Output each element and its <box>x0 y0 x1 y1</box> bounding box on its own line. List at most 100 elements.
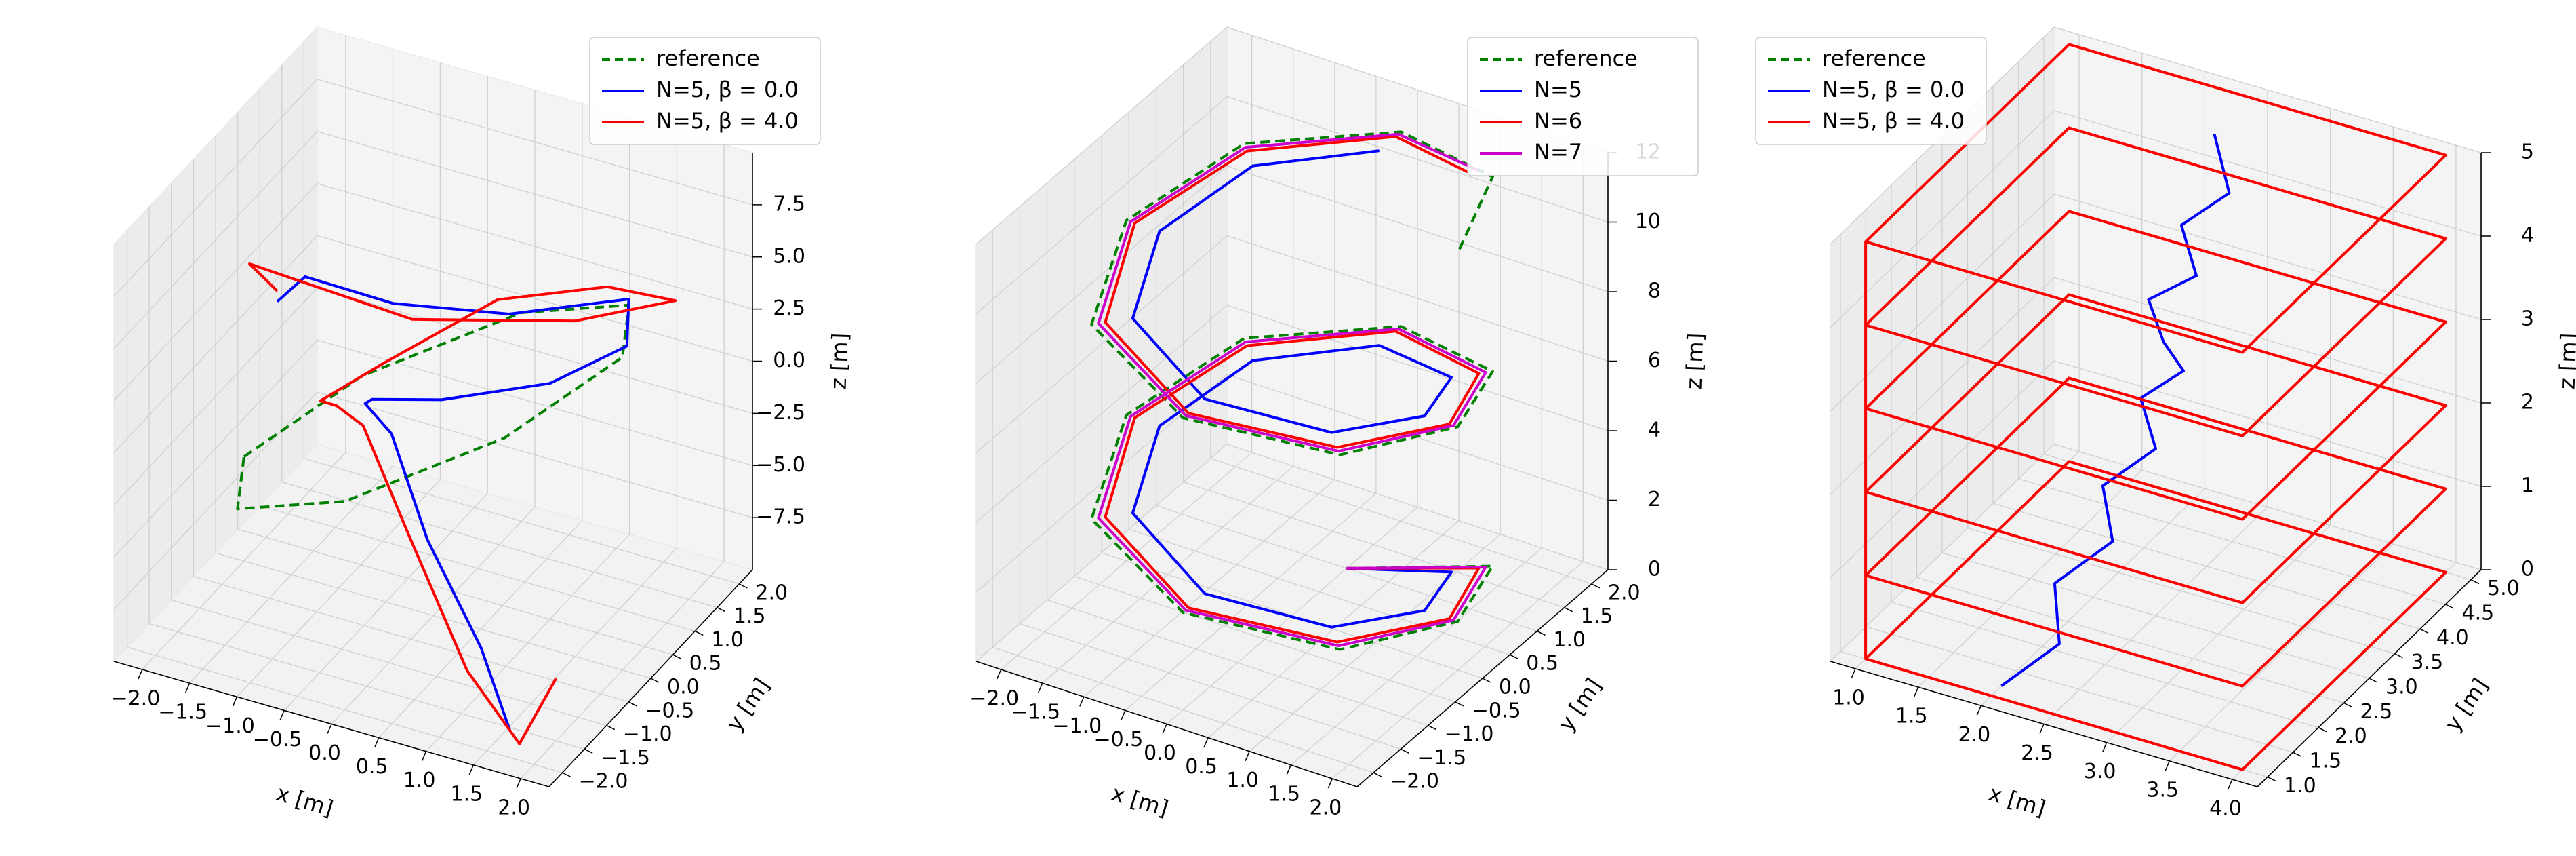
grid-z-side <box>975 166 1228 384</box>
y-tick <box>672 654 681 659</box>
z-tick-label: 0 <box>1648 558 1661 581</box>
z-tick-label: 1 <box>2521 474 2534 498</box>
y-tick <box>1591 583 1601 589</box>
y-tick <box>2318 727 2327 733</box>
legend: reference N=5 N=6 N=7 <box>1467 37 1699 176</box>
y-tick-label: 1.5 <box>2310 750 2342 773</box>
y-tick-label: −1.0 <box>1445 722 1494 746</box>
grid-z-side <box>975 444 1228 662</box>
grid-z-back <box>1226 96 1609 223</box>
y-tick <box>1509 654 1518 659</box>
y-tick <box>694 630 704 636</box>
x-tick-label: 0.0 <box>308 741 341 765</box>
series-line-4 <box>1097 132 1487 648</box>
z-tick-label: 4 <box>1648 419 1661 442</box>
grid-y-floor <box>1210 458 1592 585</box>
series-line-1 <box>236 303 630 511</box>
grid-y-floor <box>237 528 673 655</box>
grid-y-floor <box>1967 528 2395 655</box>
grid-y-floor <box>1866 626 2293 753</box>
grid-z-back <box>1226 305 1609 431</box>
grid-z-back <box>317 131 753 258</box>
y-tick <box>562 772 571 777</box>
x-tick-label: −1.0 <box>205 714 255 738</box>
y-tick <box>2419 628 2429 634</box>
x-tick <box>1038 682 1043 693</box>
y-tick-label: −1.5 <box>601 746 650 770</box>
y-tick <box>1537 630 1546 636</box>
x-tick <box>1162 724 1167 734</box>
x-tick-label: 1.5 <box>1895 705 1928 728</box>
z-tick-label: 5.0 <box>773 244 805 268</box>
y-tick <box>2293 752 2301 757</box>
y-tick <box>1373 772 1382 777</box>
y-tick-label: −0.5 <box>645 699 694 722</box>
y-tick <box>1455 701 1464 707</box>
y-tick-label: 1.0 <box>2284 774 2316 798</box>
z-axis-label: z [m] <box>826 332 853 389</box>
y-tick-label: 2.0 <box>1608 581 1641 604</box>
y-tick-label: 2.0 <box>755 581 788 604</box>
legend-entry: N=7 <box>1534 139 1582 165</box>
z-tick-label: 3 <box>2521 307 2534 331</box>
x-axis-label: x [m] <box>273 780 336 821</box>
grid-z-back <box>1226 444 1609 570</box>
y-tick-label: 2.5 <box>2360 700 2393 724</box>
grid-y-floor <box>215 552 651 679</box>
y-tick <box>739 583 748 589</box>
x-tick-label: 1.0 <box>1226 769 1259 792</box>
y-tick-label: −1.5 <box>1417 746 1466 770</box>
series-line-1 <box>1090 130 1494 651</box>
legend-box <box>1755 37 1987 145</box>
grid-y-floor <box>193 576 629 703</box>
z-axis-label: z [m] <box>1681 332 1709 389</box>
y-tick-label: 0.0 <box>667 676 700 699</box>
y-tick <box>2369 678 2378 683</box>
y-tick-label: 1.0 <box>1553 628 1586 652</box>
x-tick <box>2228 779 2233 790</box>
grid-z-side <box>113 131 318 349</box>
grid-z-side <box>1830 110 2055 328</box>
y-axis-label: y [m] <box>721 674 775 736</box>
grid-z-side <box>1830 277 2055 495</box>
y-tick <box>1482 678 1491 683</box>
y-tick <box>650 678 660 683</box>
grid-z-back <box>317 183 753 310</box>
x-tick <box>2101 742 2108 753</box>
y-tick <box>2470 579 2480 585</box>
y-tick-label: 4.0 <box>2436 626 2469 650</box>
y-tick-label: −2.0 <box>1390 770 1439 794</box>
y-tick <box>2343 702 2352 708</box>
x-tick <box>1914 686 1919 697</box>
y-tick <box>1564 606 1573 612</box>
z-tick-label: 7.5 <box>773 192 805 216</box>
grid-y-floor <box>281 482 718 608</box>
grid-z-back <box>1226 166 1609 292</box>
x-tick-label: 1.0 <box>1832 686 1865 709</box>
series-line-3 <box>248 262 677 745</box>
x-tick <box>1286 764 1291 775</box>
grid-y-floor <box>1941 552 2370 679</box>
series-line-3 <box>1864 43 2447 771</box>
grid-y-floor <box>1129 528 1510 655</box>
x-tick <box>468 764 475 775</box>
y-tick-label: 3.0 <box>2386 676 2418 699</box>
x-tick-label: 0.5 <box>356 755 388 779</box>
panel-2: −2.0−1.5−1.0−0.50.00.51.01.52.0−2.0−1.5−… <box>969 26 1709 821</box>
x-tick-label: −1.0 <box>1052 714 1102 738</box>
y-tick <box>628 701 637 707</box>
grid-z-side <box>113 235 318 453</box>
legend-entry: N=5, β = 4.0 <box>656 108 799 134</box>
grid-z-back <box>2053 26 2482 153</box>
legend-entry: N=5, β = 0.0 <box>656 77 799 102</box>
x-tick <box>232 696 238 707</box>
x-tick <box>421 751 427 762</box>
x-tick <box>138 669 143 680</box>
x-tick-label: 0.5 <box>1185 755 1217 779</box>
grid-y-floor <box>1891 602 2319 728</box>
grid-z-back <box>2053 277 2482 404</box>
y-tick <box>2445 604 2454 609</box>
series-line-3 <box>1104 135 1481 644</box>
grid-y-floor <box>1183 482 1565 608</box>
x-axis-label: x [m] <box>1108 780 1171 821</box>
